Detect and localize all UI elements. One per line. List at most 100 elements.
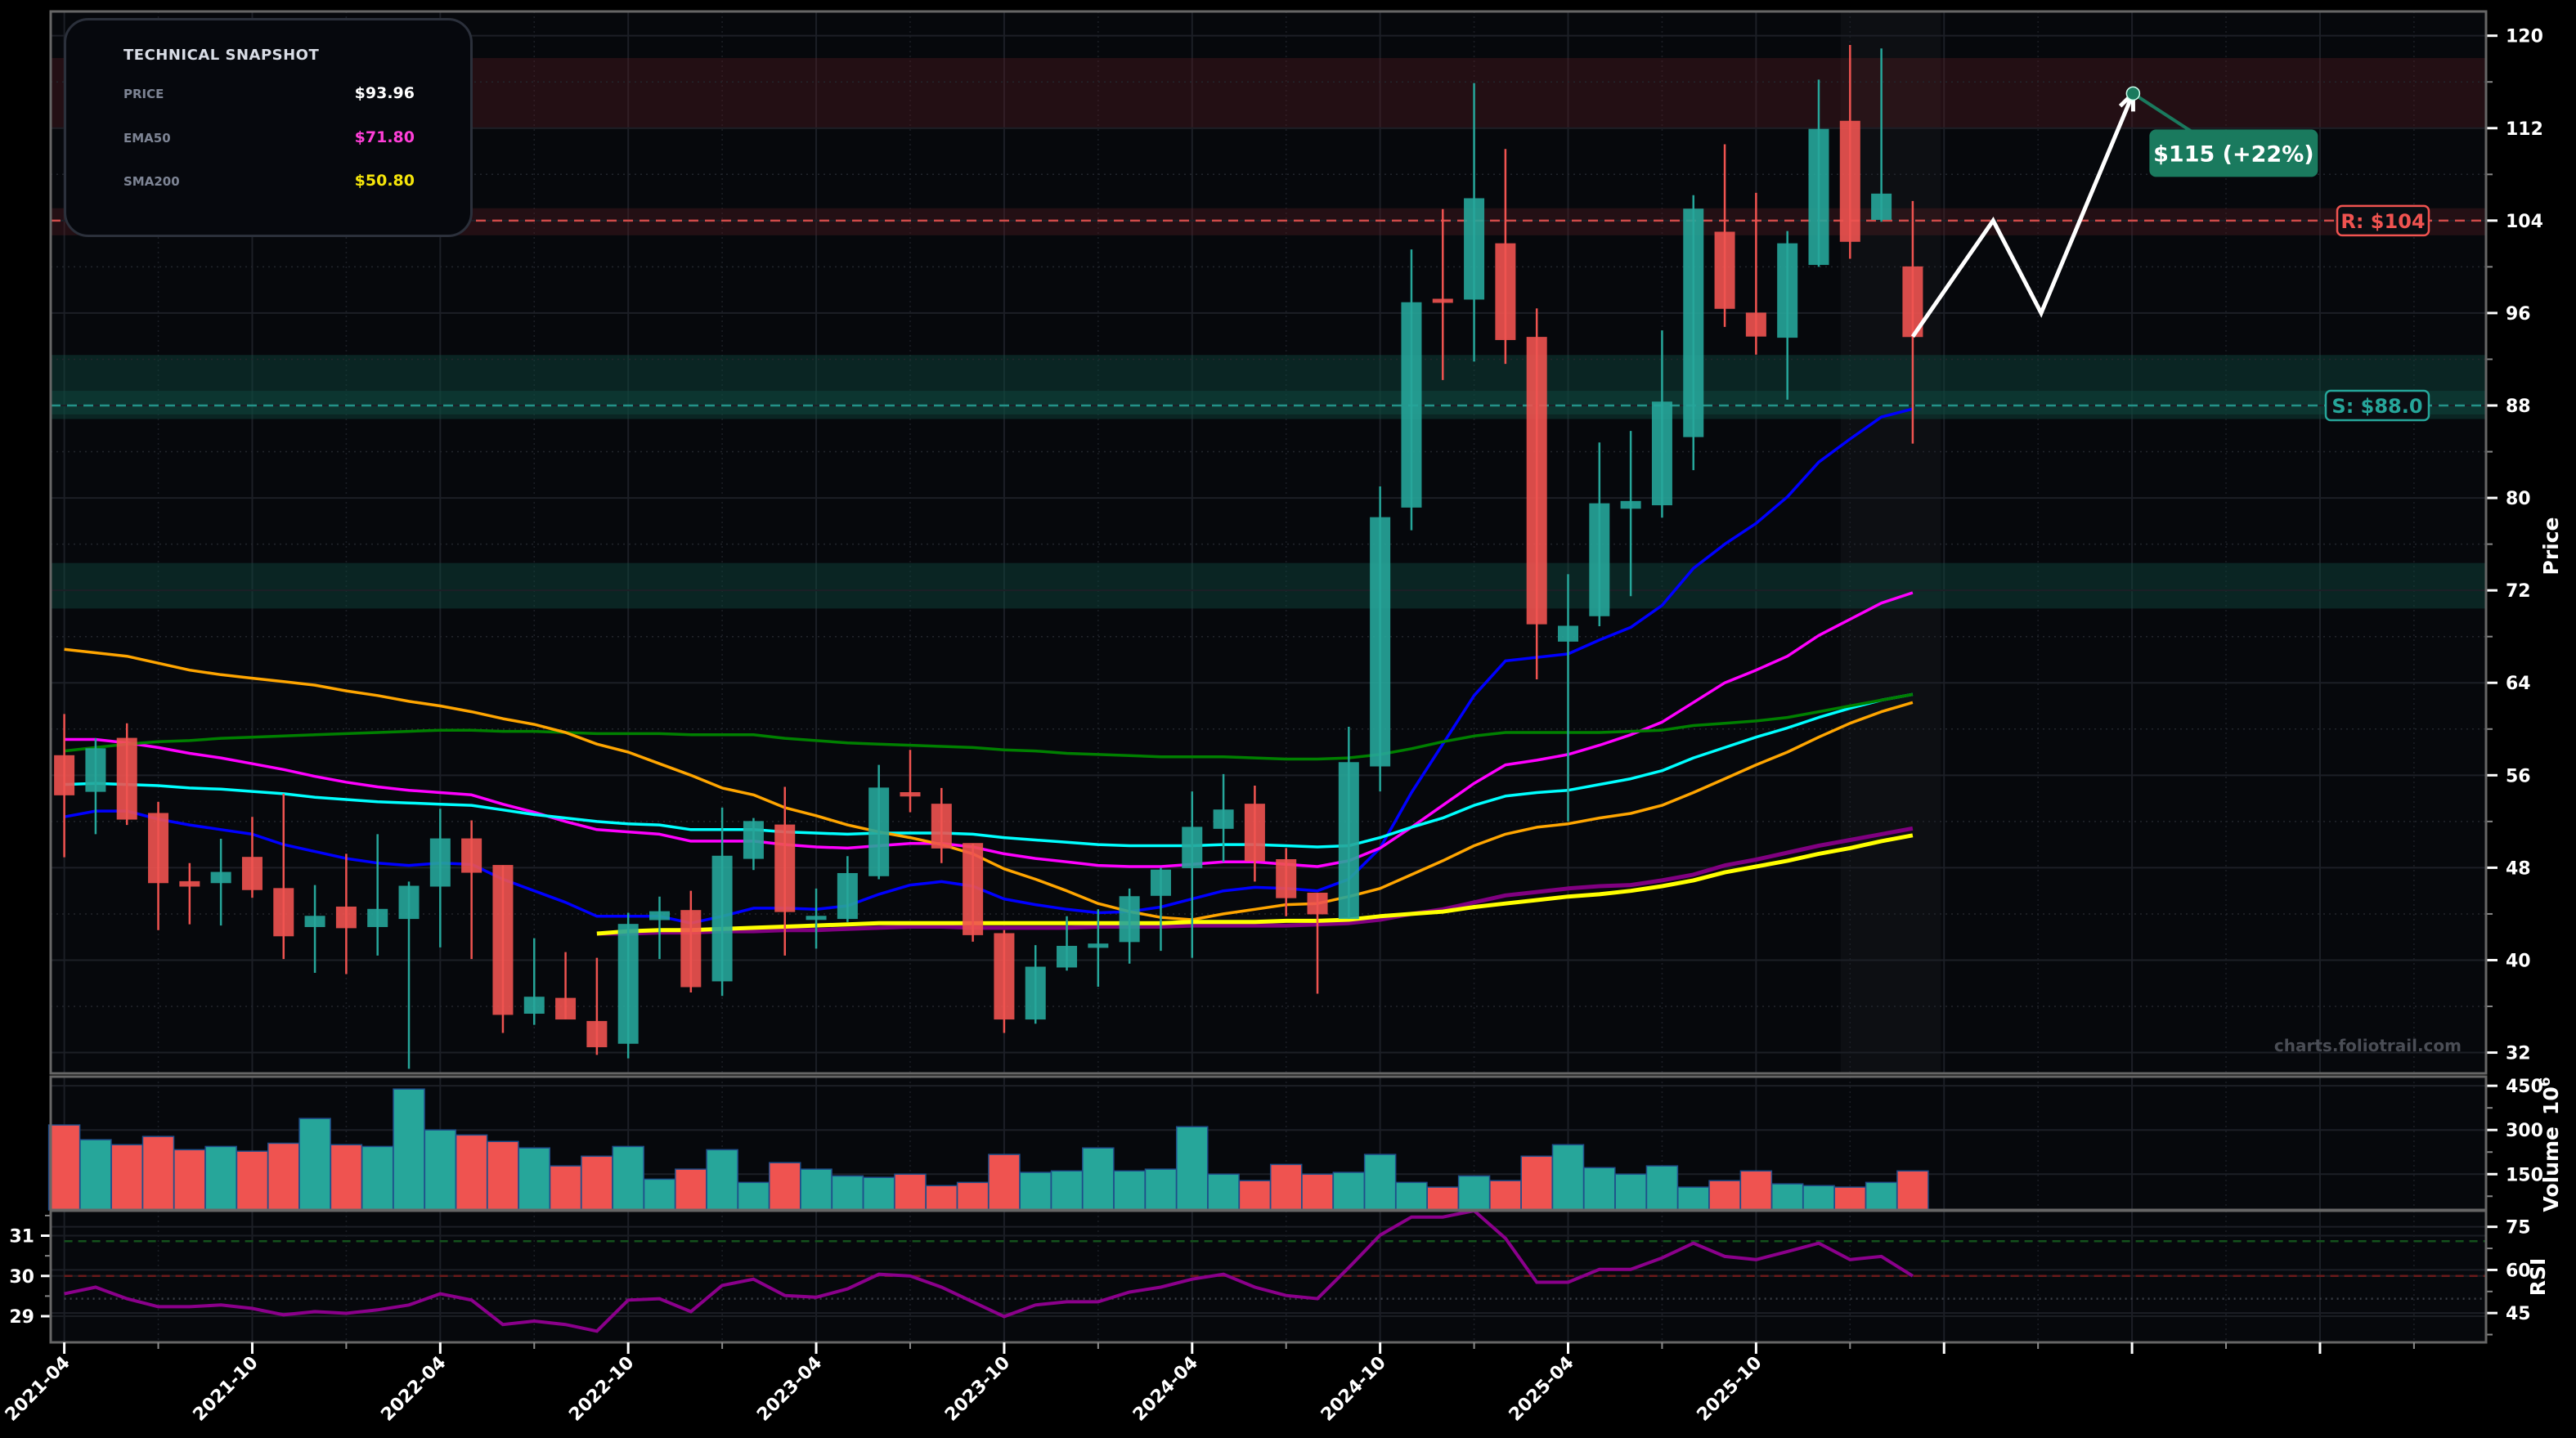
candle-body — [1432, 298, 1453, 303]
snapshot-price-value: $93.96 — [354, 84, 415, 102]
candle-body — [1808, 128, 1829, 266]
candle-body — [617, 924, 639, 1044]
candle — [963, 843, 984, 942]
price-tick-label: 64 — [2506, 674, 2531, 694]
candle-body — [461, 838, 482, 873]
rsi-axis-label: RSI — [2526, 1258, 2550, 1297]
candle — [931, 787, 952, 863]
volume-bar — [549, 1165, 582, 1211]
snapshot-price-label: PRICE — [123, 87, 164, 101]
volume-bar — [1583, 1167, 1616, 1211]
volume-bar — [581, 1155, 613, 1211]
volume-bar — [831, 1175, 864, 1211]
candle — [1432, 208, 1453, 380]
candle — [1871, 48, 1892, 222]
rsi-panel: 45 60 75 29 30 31 — [9, 1208, 2531, 1342]
volume-bar — [800, 1168, 832, 1211]
candle-body — [1150, 869, 1171, 896]
candle-body — [555, 997, 577, 1020]
volume-bar — [79, 1139, 112, 1211]
rsi-line — [64, 1208, 1914, 1333]
candle-body — [1745, 312, 1766, 337]
candle-body — [1714, 231, 1735, 309]
volume-bar — [1739, 1170, 1773, 1211]
volume-panel: 150 300 450 — [47, 1077, 2543, 1211]
candle-body — [179, 880, 200, 887]
rsi-left-tick-label: 29 — [9, 1307, 34, 1328]
snapshot-title: TECHNICAL SNAPSHOT — [123, 47, 320, 64]
candle-body — [273, 888, 294, 937]
moving-average-line — [64, 692, 1914, 761]
target-label-box — [2149, 129, 2318, 177]
candle — [210, 839, 231, 926]
candle — [1589, 442, 1610, 626]
candle-body — [54, 755, 75, 795]
volume-bar — [1019, 1171, 1052, 1211]
volume-bar — [1426, 1186, 1460, 1211]
volume-bar — [1301, 1173, 1334, 1211]
volume-bar — [1176, 1126, 1209, 1211]
price-axis-label: Price — [2539, 517, 2563, 576]
candle — [429, 809, 451, 947]
volume-bar — [925, 1185, 958, 1211]
volume-bar — [1770, 1183, 1804, 1211]
volume-bar — [1457, 1175, 1491, 1211]
panel-border — [49, 10, 2488, 1075]
candle-body — [586, 1020, 608, 1047]
candle — [461, 820, 482, 960]
candle-body — [774, 824, 796, 912]
candle — [1150, 867, 1171, 952]
candle — [1777, 231, 1798, 400]
candle-body — [649, 911, 670, 921]
volume-bar — [1708, 1180, 1741, 1211]
volume-label-text: Volume — [2539, 1127, 2563, 1212]
resistance-label-box — [2336, 204, 2430, 237]
price-tick-label: 40 — [2506, 951, 2531, 971]
candle — [994, 930, 1015, 1033]
volume-bar — [1676, 1186, 1710, 1211]
candle-body — [1370, 517, 1391, 767]
volume-exponent-base: 10 — [2539, 1086, 2563, 1115]
candle — [1119, 888, 1140, 964]
candle-body — [1401, 302, 1422, 508]
candle — [1276, 848, 1297, 916]
candle — [367, 834, 388, 956]
forecast-path — [1910, 92, 2135, 338]
volume-bar — [1865, 1181, 1898, 1211]
snapshot-sma200-label: SMA200 — [123, 174, 180, 189]
price-tick-label: 120 — [2506, 27, 2543, 47]
volume-bar — [1896, 1170, 1929, 1211]
candle — [1307, 892, 1328, 994]
candle — [523, 938, 545, 1025]
rsi-left-tick-label: 30 — [9, 1267, 34, 1288]
volume-bar — [236, 1150, 269, 1211]
candle-body — [1057, 946, 1078, 968]
volume-bar — [424, 1129, 457, 1211]
support-label-box — [2324, 389, 2430, 422]
volume-bar — [361, 1145, 394, 1211]
volume-bar — [1489, 1180, 1522, 1211]
volume-bar — [1050, 1170, 1084, 1211]
price-tick-label: 80 — [2506, 489, 2531, 509]
candle-body — [1338, 762, 1359, 920]
volume-tick-label: 150 — [2506, 1165, 2543, 1185]
volume-bar — [47, 1124, 81, 1211]
candle-body — [335, 906, 357, 929]
volume-bar — [612, 1145, 644, 1211]
snapshot-ema50-label: EMA50 — [123, 131, 171, 146]
candle — [806, 888, 827, 949]
candle — [1651, 330, 1672, 518]
volume-bar — [1082, 1147, 1115, 1211]
candle — [1057, 916, 1078, 971]
candle-body — [931, 804, 952, 849]
candle — [680, 890, 702, 993]
candle-body — [1307, 892, 1328, 915]
volume-bar — [1207, 1173, 1240, 1211]
volume-tick-label: 450 — [2506, 1077, 2543, 1097]
candle — [85, 738, 106, 835]
volume-bar — [173, 1149, 206, 1211]
candle-body — [1213, 809, 1234, 829]
volume-exponent-power: 6 — [2538, 1077, 2554, 1086]
candle-body — [210, 871, 231, 884]
